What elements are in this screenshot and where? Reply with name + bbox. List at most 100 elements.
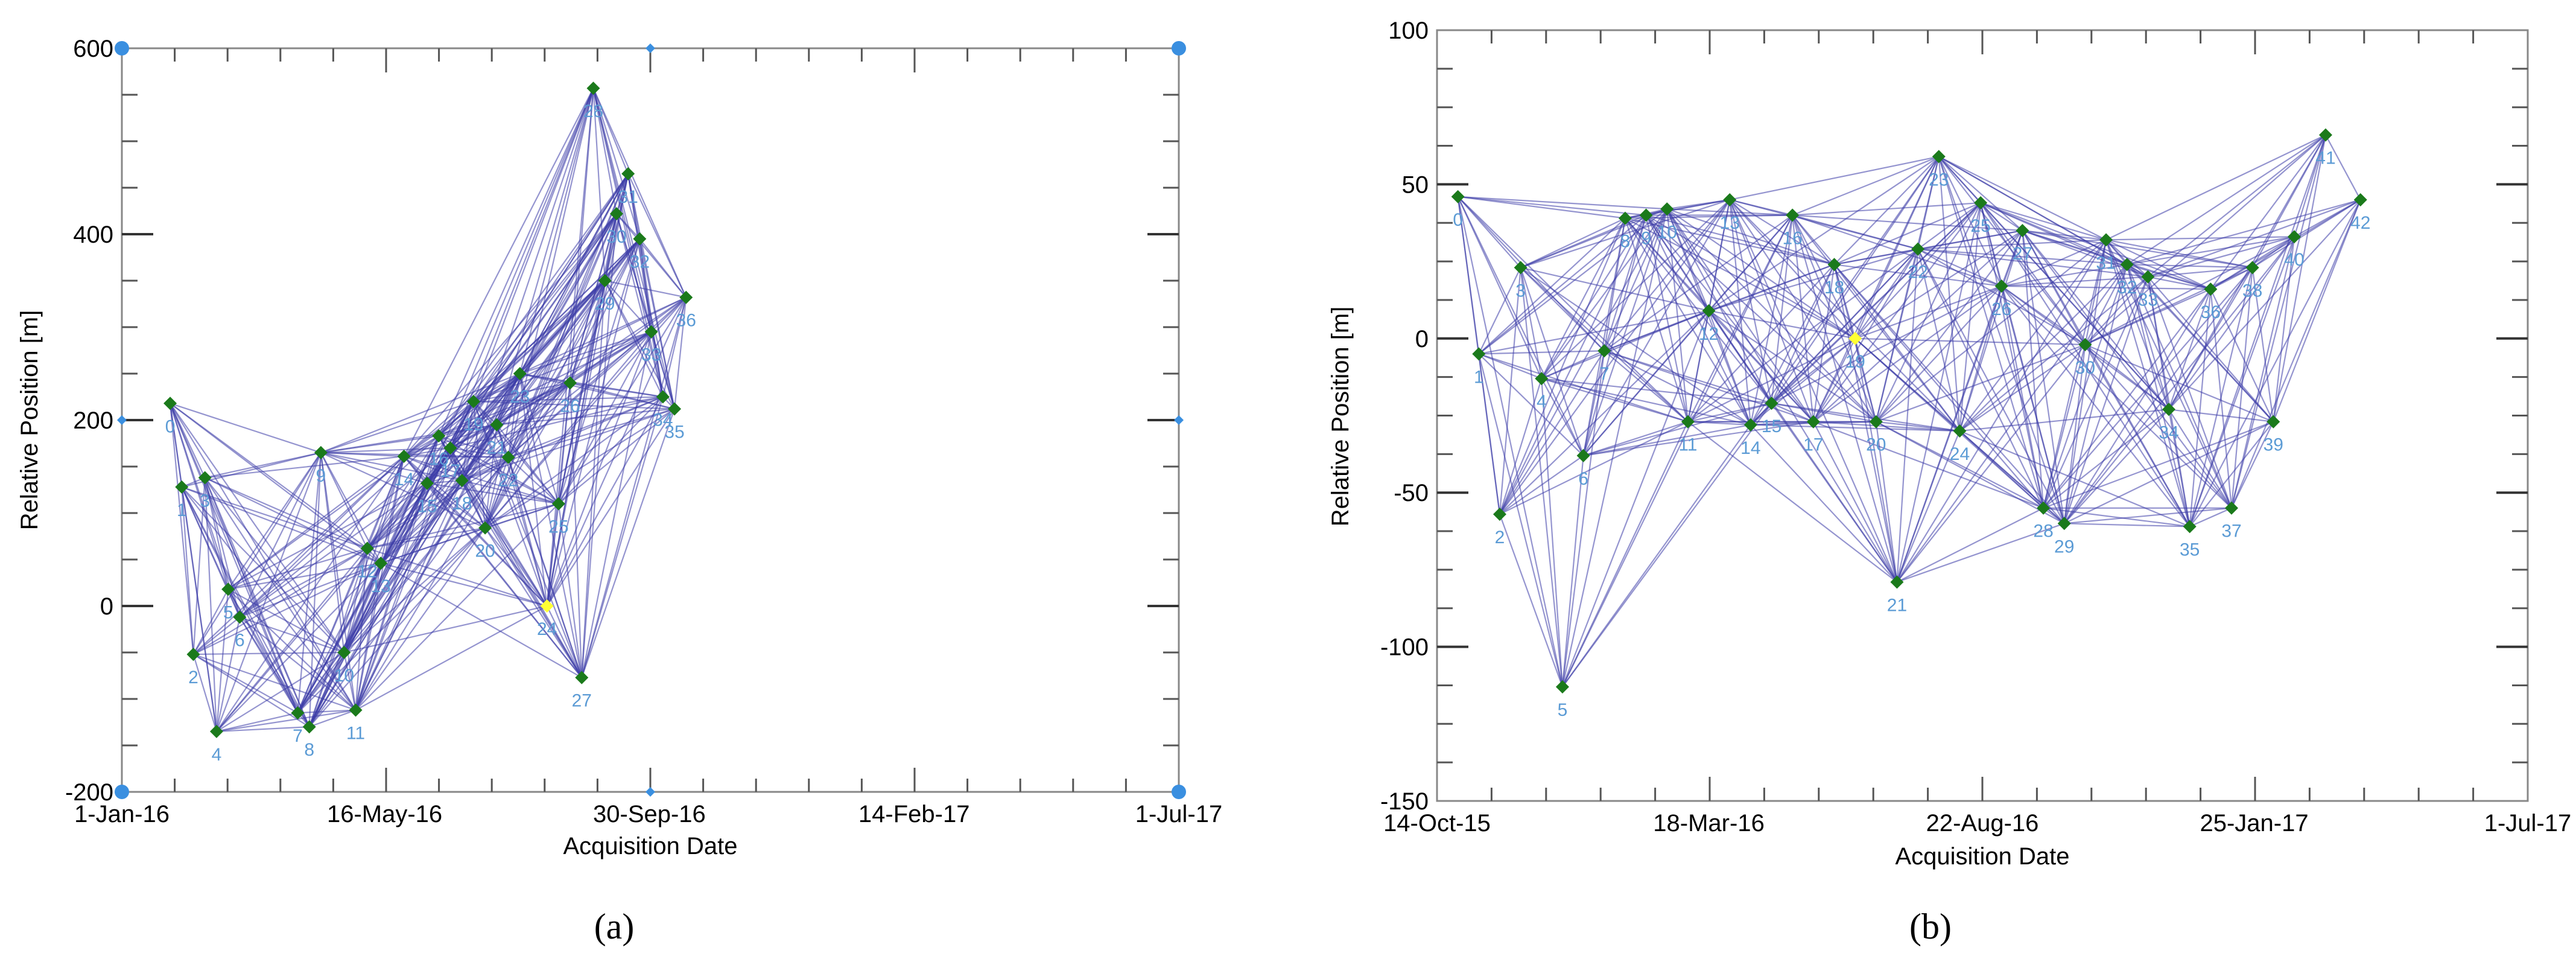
point-label-a: 0	[165, 416, 176, 436]
baseline-edge-a	[615, 173, 629, 214]
baseline-edge-a	[355, 528, 486, 711]
baseline-edge-b	[2252, 199, 2361, 269]
acquisition-point-a	[163, 397, 177, 410]
baseline-edge-b	[1645, 214, 1751, 426]
baseline-edge-b	[1541, 214, 1647, 379]
baseline-edge-b	[1854, 338, 1898, 582]
baseline-edge-a	[650, 331, 664, 397]
baseline-edge-a	[427, 482, 486, 529]
baseline-edge-a	[484, 528, 583, 678]
baseline-edge-b	[2210, 289, 2233, 508]
acquisition-point-b	[1493, 507, 1506, 521]
x-axis-title-b: Acquisition Date	[1895, 843, 2069, 870]
y-tick-label-a: 400	[73, 222, 113, 248]
baseline-edge-a	[215, 617, 241, 732]
acquisition-point-b	[1514, 261, 1528, 275]
acquisition-point-a	[291, 706, 305, 720]
baseline-edge-a	[320, 401, 474, 453]
acquisition-point-b	[1890, 575, 1904, 589]
baseline-edge-b	[1917, 249, 2065, 524]
acquisition-point-b	[1597, 344, 1611, 358]
baseline-edge-a	[507, 238, 641, 458]
point-label-b: 10	[1657, 222, 1677, 242]
point-label-b: 20	[1866, 435, 1886, 455]
baseline-edge-a	[427, 483, 583, 678]
acquisition-point-a	[551, 497, 565, 511]
baseline-edge-b	[1750, 424, 1960, 432]
point-label-a: 25	[548, 517, 568, 537]
point-label-a: 16	[429, 449, 449, 469]
baseline-edge-b	[1478, 208, 1667, 355]
acquisition-point-b	[2183, 520, 2197, 534]
baseline-edge-a	[507, 382, 571, 458]
y-tick-label-a: -200	[65, 779, 113, 806]
baseline-edge-b	[2063, 264, 2128, 524]
baseline-edge-a	[297, 709, 356, 714]
baseline-edge-a	[239, 456, 405, 618]
frame-marker-a	[1174, 415, 1184, 425]
baseline-edge-a	[461, 480, 486, 529]
acquisition-point-a	[679, 290, 693, 304]
baseline-edge-a	[604, 238, 641, 281]
edges-b	[1457, 134, 2361, 687]
point-label-b: 19	[1845, 352, 1865, 372]
point-label-a: 31	[618, 187, 638, 207]
baseline-edge-b	[2189, 289, 2212, 527]
baseline-edge-b	[1750, 215, 1794, 426]
baseline-edge-b	[1896, 202, 1982, 582]
baseline-edge-b	[1729, 199, 1751, 425]
point-label-b: 29	[2054, 537, 2074, 556]
acquisition-point-b	[2267, 415, 2280, 429]
acquisition-point-b	[1827, 258, 1841, 272]
baseline-edge-b	[1750, 424, 1898, 583]
baseline-edge-a	[192, 654, 217, 732]
baseline-edge-a	[320, 452, 368, 549]
baseline-edge-a	[227, 563, 381, 590]
baseline-edge-b	[1938, 156, 2107, 241]
point-label-b: 2	[1495, 528, 1505, 547]
baseline-edge-b	[1541, 378, 1564, 687]
baseline-edge-a	[343, 652, 357, 710]
point-label-a: 29	[595, 294, 615, 314]
baseline-edge-b	[1562, 424, 1751, 687]
point-label-a: 22	[498, 471, 518, 491]
acquisition-point-a	[186, 648, 200, 662]
acquisition-point-a	[337, 646, 351, 659]
acquisition-point-b	[1786, 208, 1800, 222]
point-label-a: 33	[641, 345, 661, 365]
baseline-edge-b	[2148, 267, 2253, 278]
acquisition-point-b	[1765, 397, 1778, 410]
point-label-a: 32	[630, 252, 650, 272]
baseline-edge-b	[1458, 196, 1626, 219]
baseline-edge-a	[519, 373, 548, 607]
baseline-edge-a	[569, 382, 663, 398]
acquisition-point-a	[633, 232, 647, 246]
point-label-b: 9	[1641, 228, 1651, 248]
baseline-edge-b	[1666, 208, 1856, 339]
baseline-edge-b	[2231, 421, 2274, 509]
baseline-edge-a	[639, 238, 676, 409]
acquisition-point-b	[2099, 233, 2113, 247]
baseline-edge-b	[1896, 249, 1919, 582]
baseline-edge-b	[1812, 264, 1835, 422]
baseline-edge-a	[205, 451, 322, 479]
baseline-edge-b	[1457, 196, 1564, 687]
acquisition-point-b	[2204, 282, 2218, 296]
baseline-edge-b	[2105, 239, 2233, 509]
baseline-edge-a	[355, 456, 405, 710]
baseline-edge-b	[1625, 217, 1835, 266]
baseline-edge-a	[320, 452, 357, 710]
x-axis-title-a: Acquisition Date	[563, 833, 737, 859]
baseline-edge-b	[2293, 135, 2327, 237]
baseline-edge-b	[1833, 156, 1940, 265]
baseline-edge-a	[569, 238, 641, 383]
acquisition-point-b	[1723, 193, 1737, 206]
baseline-edge-a	[192, 477, 206, 655]
point-label-a: 28	[583, 101, 603, 121]
frame-marker-a	[117, 415, 127, 425]
baseline-edge-b	[2168, 199, 2361, 410]
baseline-edge-a	[473, 373, 521, 403]
baseline-edge-a	[227, 588, 344, 653]
baseline-edge-b	[1959, 202, 1982, 432]
baseline-edge-a	[473, 173, 629, 402]
